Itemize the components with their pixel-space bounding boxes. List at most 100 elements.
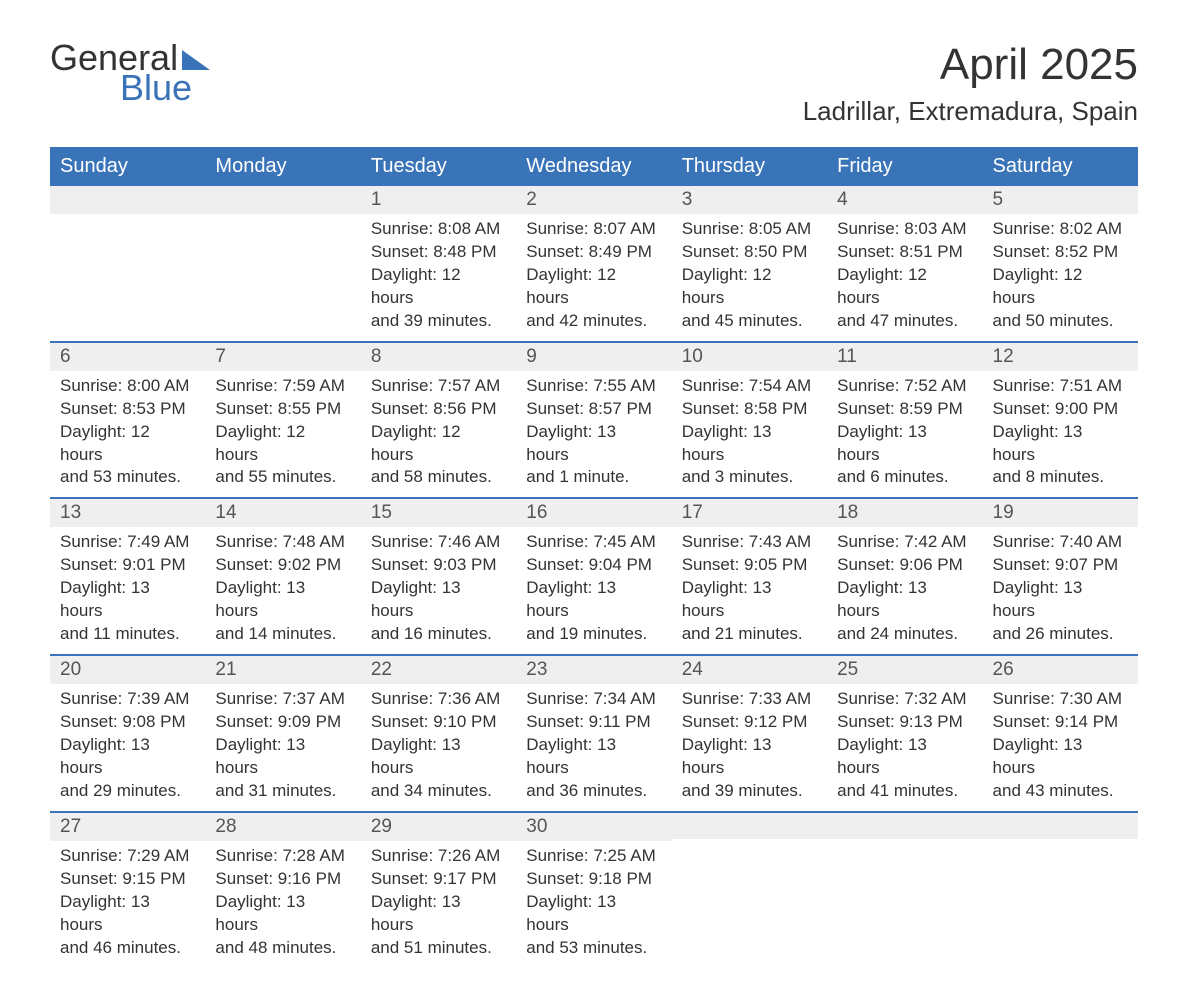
calendar-cell: 7Sunrise: 7:59 AMSunset: 8:55 PMDaylight… [205,341,360,498]
calendar-cell [827,811,982,968]
calendar-cell: 13Sunrise: 7:49 AMSunset: 9:01 PMDayligh… [50,497,205,654]
sunrise-text: Sunrise: 7:36 AM [371,688,506,711]
sunset-text: Sunset: 9:07 PM [993,554,1128,577]
sunset-text: Sunset: 9:14 PM [993,711,1128,734]
calendar-cell: 23Sunrise: 7:34 AMSunset: 9:11 PMDayligh… [516,654,671,811]
day-number: 13 [50,497,205,527]
calendar-week-row: 27Sunrise: 7:29 AMSunset: 9:15 PMDayligh… [50,811,1138,968]
day-content: Sunrise: 7:33 AMSunset: 9:12 PMDaylight:… [672,684,827,811]
calendar-cell: 21Sunrise: 7:37 AMSunset: 9:09 PMDayligh… [205,654,360,811]
calendar-cell: 8Sunrise: 7:57 AMSunset: 8:56 PMDaylight… [361,341,516,498]
calendar-cell: 1Sunrise: 8:08 AMSunset: 8:48 PMDaylight… [361,186,516,341]
empty-daynum [672,811,827,839]
daylight-line1: Daylight: 13 hours [371,891,506,937]
day-number: 10 [672,341,827,371]
daylight-line1: Daylight: 13 hours [682,577,817,623]
daylight-line2: and 39 minutes. [682,780,817,803]
calendar-cell: 20Sunrise: 7:39 AMSunset: 9:08 PMDayligh… [50,654,205,811]
daylight-line2: and 46 minutes. [60,937,195,960]
calendar-cell: 14Sunrise: 7:48 AMSunset: 9:02 PMDayligh… [205,497,360,654]
daylight-line2: and 45 minutes. [682,310,817,333]
calendar-cell [672,811,827,968]
daylight-line2: and 14 minutes. [215,623,350,646]
day-number: 8 [361,341,516,371]
daylight-line2: and 48 minutes. [215,937,350,960]
sunrise-text: Sunrise: 7:42 AM [837,531,972,554]
sunrise-text: Sunrise: 7:30 AM [993,688,1128,711]
daylight-line1: Daylight: 13 hours [215,891,350,937]
calendar-cell: 5Sunrise: 8:02 AMSunset: 8:52 PMDaylight… [983,186,1138,341]
daylight-line1: Daylight: 13 hours [526,421,661,467]
day-content: Sunrise: 7:55 AMSunset: 8:57 PMDaylight:… [516,371,671,498]
daylight-line1: Daylight: 13 hours [837,421,972,467]
day-content: Sunrise: 7:57 AMSunset: 8:56 PMDaylight:… [361,371,516,498]
day-number: 18 [827,497,982,527]
calendar-week-row: 13Sunrise: 7:49 AMSunset: 9:01 PMDayligh… [50,497,1138,654]
sunrise-text: Sunrise: 7:49 AM [60,531,195,554]
sunset-text: Sunset: 8:51 PM [837,241,972,264]
daylight-line2: and 26 minutes. [993,623,1128,646]
calendar-cell: 15Sunrise: 7:46 AMSunset: 9:03 PMDayligh… [361,497,516,654]
calendar-week-row: 1Sunrise: 8:08 AMSunset: 8:48 PMDaylight… [50,186,1138,341]
day-content: Sunrise: 7:25 AMSunset: 9:18 PMDaylight:… [516,841,671,968]
sunset-text: Sunset: 8:48 PM [371,241,506,264]
day-number: 26 [983,654,1138,684]
daylight-line2: and 43 minutes. [993,780,1128,803]
daylight-line1: Daylight: 12 hours [993,264,1128,310]
calendar-cell: 24Sunrise: 7:33 AMSunset: 9:12 PMDayligh… [672,654,827,811]
day-number: 21 [205,654,360,684]
calendar-cell: 2Sunrise: 8:07 AMSunset: 8:49 PMDaylight… [516,186,671,341]
calendar-cell: 12Sunrise: 7:51 AMSunset: 9:00 PMDayligh… [983,341,1138,498]
calendar-cell: 6Sunrise: 8:00 AMSunset: 8:53 PMDaylight… [50,341,205,498]
empty-daynum [205,186,360,214]
title-block: April 2025 Ladrillar, Extremadura, Spain [803,40,1138,127]
day-number: 20 [50,654,205,684]
sunset-text: Sunset: 9:17 PM [371,868,506,891]
sunrise-text: Sunrise: 7:28 AM [215,845,350,868]
sunrise-text: Sunrise: 7:34 AM [526,688,661,711]
day-number: 17 [672,497,827,527]
daylight-line1: Daylight: 13 hours [993,421,1128,467]
sunrise-text: Sunrise: 8:00 AM [60,375,195,398]
sunrise-text: Sunrise: 7:54 AM [682,375,817,398]
daylight-line1: Daylight: 12 hours [60,421,195,467]
daylight-line1: Daylight: 13 hours [526,891,661,937]
location-text: Ladrillar, Extremadura, Spain [803,96,1138,127]
empty-daynum [827,811,982,839]
day-number: 2 [516,186,671,214]
daylight-line1: Daylight: 12 hours [526,264,661,310]
sunset-text: Sunset: 8:59 PM [837,398,972,421]
day-number: 4 [827,186,982,214]
col-monday: Monday [205,147,360,186]
calendar-cell: 25Sunrise: 7:32 AMSunset: 9:13 PMDayligh… [827,654,982,811]
sunset-text: Sunset: 8:49 PM [526,241,661,264]
daylight-line1: Daylight: 13 hours [682,734,817,780]
daylight-line2: and 29 minutes. [60,780,195,803]
sunset-text: Sunset: 9:13 PM [837,711,972,734]
sunrise-text: Sunrise: 7:37 AM [215,688,350,711]
day-content: Sunrise: 7:37 AMSunset: 9:09 PMDaylight:… [205,684,360,811]
calendar-cell: 10Sunrise: 7:54 AMSunset: 8:58 PMDayligh… [672,341,827,498]
daylight-line2: and 16 minutes. [371,623,506,646]
daylight-line2: and 11 minutes. [60,623,195,646]
calendar-cell [205,186,360,341]
day-number: 15 [361,497,516,527]
sunrise-text: Sunrise: 8:02 AM [993,218,1128,241]
sunrise-text: Sunrise: 7:51 AM [993,375,1128,398]
col-wednesday: Wednesday [516,147,671,186]
col-saturday: Saturday [983,147,1138,186]
daylight-line1: Daylight: 13 hours [993,734,1128,780]
sunset-text: Sunset: 8:52 PM [993,241,1128,264]
sunrise-text: Sunrise: 7:45 AM [526,531,661,554]
daylight-line2: and 51 minutes. [371,937,506,960]
day-content: Sunrise: 7:32 AMSunset: 9:13 PMDaylight:… [827,684,982,811]
calendar-cell: 29Sunrise: 7:26 AMSunset: 9:17 PMDayligh… [361,811,516,968]
sunset-text: Sunset: 8:50 PM [682,241,817,264]
sunset-text: Sunset: 9:10 PM [371,711,506,734]
sunrise-text: Sunrise: 7:25 AM [526,845,661,868]
day-content: Sunrise: 7:29 AMSunset: 9:15 PMDaylight:… [50,841,205,968]
calendar-cell [50,186,205,341]
day-number: 22 [361,654,516,684]
daylight-line2: and 39 minutes. [371,310,506,333]
sunset-text: Sunset: 9:04 PM [526,554,661,577]
